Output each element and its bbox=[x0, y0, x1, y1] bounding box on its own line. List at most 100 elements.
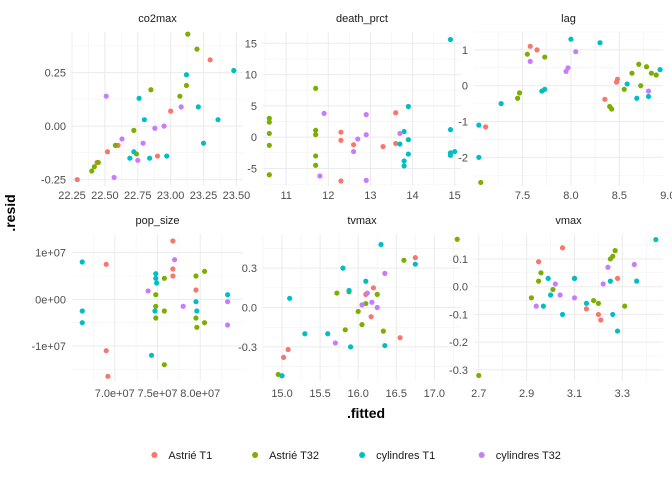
data-point bbox=[266, 172, 272, 178]
x-tick-label: 23.50 bbox=[223, 190, 251, 202]
series-cylindres-t1 bbox=[79, 259, 231, 358]
data-point bbox=[79, 308, 85, 314]
data-point bbox=[180, 303, 186, 309]
y-axis-title: .resid bbox=[2, 194, 18, 231]
data-point bbox=[636, 61, 642, 67]
data-point bbox=[614, 328, 621, 334]
y-tick-label: -0.3 bbox=[449, 365, 468, 377]
legend-label: cylindres T1 bbox=[376, 450, 435, 462]
data-point bbox=[103, 348, 109, 354]
y-tick-label: -0.3 bbox=[238, 342, 257, 354]
data-point bbox=[178, 104, 184, 110]
data-point bbox=[609, 106, 615, 112]
data-point bbox=[194, 308, 200, 314]
series-cylindres-t32 bbox=[317, 110, 403, 183]
y-tick-label: 0.25 bbox=[45, 68, 66, 80]
data-point bbox=[610, 253, 616, 259]
data-point bbox=[533, 303, 539, 309]
data-point bbox=[193, 287, 199, 293]
data-point bbox=[447, 36, 454, 43]
data-point bbox=[478, 179, 484, 186]
data-point bbox=[447, 152, 454, 158]
data-point bbox=[559, 245, 566, 251]
data-point bbox=[321, 110, 327, 116]
data-point bbox=[201, 320, 208, 326]
data-point bbox=[161, 275, 167, 281]
y-tick-label: -0.1 bbox=[449, 309, 468, 321]
data-point bbox=[317, 173, 323, 179]
data-point bbox=[363, 278, 369, 284]
data-point bbox=[338, 129, 344, 135]
data-point bbox=[595, 311, 602, 318]
data-point bbox=[595, 300, 602, 306]
data-point bbox=[614, 275, 621, 281]
y-tick-label: 0.0 bbox=[453, 282, 468, 294]
data-point bbox=[164, 153, 170, 159]
legend: Astrié T1 Astrié T32 cylindres T1 cylindres… bbox=[151, 450, 561, 462]
data-point bbox=[215, 117, 221, 123]
y-tick-label: 0.3 bbox=[242, 263, 257, 275]
data-point bbox=[535, 278, 542, 284]
data-point bbox=[631, 261, 637, 268]
data-point bbox=[565, 65, 571, 71]
data-point bbox=[645, 93, 652, 100]
data-point bbox=[622, 303, 628, 309]
legend-entry: Astrié T32 bbox=[252, 450, 319, 462]
series-cylindres-t32 bbox=[527, 49, 652, 94]
data-point bbox=[266, 119, 272, 125]
data-point bbox=[405, 137, 411, 143]
data-point bbox=[359, 321, 365, 328]
data-point bbox=[624, 81, 630, 87]
data-point bbox=[225, 292, 231, 298]
data-point bbox=[131, 127, 137, 133]
series-cylindres-t32 bbox=[103, 93, 184, 181]
data-point bbox=[350, 148, 357, 155]
y-tick-label: -0.25 bbox=[41, 175, 66, 187]
data-point bbox=[643, 64, 650, 70]
facet-panel-lag: 7.5 8.0 8.5 9.0 -2 -1 0 1 lag bbox=[458, 13, 672, 202]
data-point bbox=[131, 149, 137, 155]
series-cylindres-t32 bbox=[145, 257, 231, 328]
data-point bbox=[103, 93, 109, 99]
x-tick-label: 7.5 bbox=[515, 190, 530, 202]
legend-label: Astrié T32 bbox=[269, 450, 319, 462]
data-point bbox=[483, 124, 489, 130]
data-point bbox=[154, 153, 161, 159]
data-point bbox=[393, 110, 399, 116]
legend-key bbox=[478, 452, 485, 458]
data-point bbox=[583, 306, 590, 312]
data-point bbox=[363, 112, 369, 118]
x-tick-label: 15.0 bbox=[271, 388, 292, 400]
x-tick-label: 16.5 bbox=[386, 388, 407, 400]
data-point bbox=[95, 159, 101, 166]
data-point bbox=[657, 67, 663, 73]
data-point bbox=[516, 90, 523, 96]
x-tick-label: 8.5 bbox=[612, 190, 627, 202]
data-point bbox=[355, 136, 361, 142]
legend-entry: cylindres T1 bbox=[359, 450, 435, 462]
data-point bbox=[225, 322, 231, 328]
data-point bbox=[634, 278, 640, 284]
data-point bbox=[515, 95, 521, 101]
data-point bbox=[653, 72, 659, 78]
x-tick-label: 22.50 bbox=[91, 190, 119, 202]
data-point bbox=[103, 261, 109, 267]
data-point bbox=[195, 104, 201, 110]
legend-label: cylindres T32 bbox=[496, 450, 561, 462]
data-point bbox=[194, 46, 200, 52]
data-point bbox=[412, 261, 418, 267]
data-point bbox=[200, 140, 207, 146]
data-point bbox=[600, 281, 606, 287]
data-point bbox=[602, 96, 608, 102]
data-point bbox=[119, 136, 125, 142]
data-point bbox=[183, 72, 190, 78]
data-point bbox=[148, 87, 154, 93]
data-point bbox=[645, 88, 652, 94]
data-point bbox=[629, 70, 635, 76]
facet-panel-tvmax: 15.0 15.5 16.0 16.5 17.0 -0.3 0.0 0.3 tvmax bbox=[238, 215, 461, 400]
data-point bbox=[111, 174, 117, 181]
series-cylindres-t32 bbox=[533, 261, 637, 309]
data-point bbox=[194, 324, 200, 330]
data-point bbox=[393, 140, 399, 147]
data-point bbox=[370, 285, 377, 291]
